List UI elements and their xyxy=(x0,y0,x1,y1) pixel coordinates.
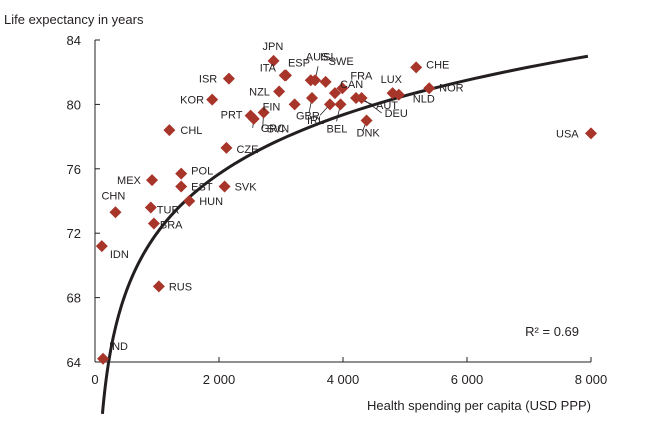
data-point-ind xyxy=(97,352,110,365)
point-label-gbr: GBR xyxy=(296,110,320,122)
y-tick-label: 64 xyxy=(67,355,81,370)
x-tick-label: 4 000 xyxy=(327,372,360,387)
point-label-idn: IDN xyxy=(110,249,129,261)
point-label-deu: DEU xyxy=(385,108,408,120)
y-tick-label: 84 xyxy=(67,33,81,48)
data-point-jpn xyxy=(267,54,280,67)
data-point-irl xyxy=(306,91,318,104)
data-point-svk xyxy=(218,180,231,193)
point-label-grc: GRC xyxy=(261,123,286,135)
data-point-isl xyxy=(309,74,322,87)
y-tick-label: 68 xyxy=(67,291,81,306)
point-label-hun: HUN xyxy=(199,196,223,208)
data-point-dnk xyxy=(360,114,373,127)
point-label-est: EST xyxy=(191,182,213,194)
point-label-esp: ESP xyxy=(288,57,310,69)
data-point-mex xyxy=(146,174,159,187)
data-point-grc xyxy=(247,112,260,125)
data-point-nor xyxy=(423,82,436,95)
point-label-ind: IND xyxy=(109,341,128,353)
data-point-can xyxy=(328,87,341,100)
y-tick-label: 76 xyxy=(67,162,81,177)
y-tick-label: 80 xyxy=(67,97,81,112)
data-point-tur xyxy=(144,201,157,214)
point-label-nor: NOR xyxy=(439,82,464,94)
data-point-isr xyxy=(222,72,235,85)
data-point-chn xyxy=(109,206,122,219)
point-label-bel: BEL xyxy=(327,123,348,135)
point-label-dnk: DNK xyxy=(357,128,381,140)
point-label-che: CHE xyxy=(426,59,449,71)
point-label-irl: IRL xyxy=(307,115,324,127)
data-point-fin xyxy=(288,98,301,111)
data-point-kor xyxy=(206,93,219,106)
point-label-chl: CHL xyxy=(180,125,202,137)
data-point-pol xyxy=(175,167,188,180)
data-point-hun xyxy=(183,195,196,207)
point-label-isr: ISR xyxy=(199,74,217,86)
data-point-svn xyxy=(257,106,270,119)
point-label-isl: ISL xyxy=(320,51,337,63)
point-label-usa: USA xyxy=(556,128,579,140)
point-label-svn: SVN xyxy=(267,123,290,135)
data-point-fra xyxy=(336,82,349,95)
axes: 64 68 72 76 80 84 0 2 000 4 000 6 000 8 000 xyxy=(67,33,608,387)
data-point-che xyxy=(410,61,423,74)
data-point-cze xyxy=(220,141,233,154)
point-label-nld: NLD xyxy=(413,94,435,106)
point-label-aus: AUS xyxy=(306,51,329,63)
trendline-group xyxy=(100,54,589,414)
data-point-bra xyxy=(147,217,160,230)
point-labels: IND IDN CHN MEX TUR BRA RUS CHL POL EST HUN SVK CZE K… xyxy=(101,41,579,353)
point-label-pol: POL xyxy=(191,166,213,178)
data-point-usa xyxy=(585,127,597,140)
x-tick-label: 6 000 xyxy=(451,372,484,387)
point-label-can: CAN xyxy=(340,79,363,91)
point-label-chn: CHN xyxy=(101,190,125,202)
data-points xyxy=(95,54,597,365)
point-label-fin: FIN xyxy=(263,101,281,113)
trendline xyxy=(100,54,589,414)
x-tick-label: 8 000 xyxy=(575,372,608,387)
point-label-lux: LUX xyxy=(381,74,403,86)
point-label-fra: FRA xyxy=(350,70,373,82)
point-label-prt: PRT xyxy=(221,110,243,122)
r-squared-annotation: R² = 0.69 xyxy=(525,324,579,339)
y-axis-title: Life expectancy in years xyxy=(4,12,144,27)
point-label-cze: CZE xyxy=(236,144,258,156)
y-tick-label: 72 xyxy=(67,226,81,241)
x-axis-title: Health spending per capita (USD PPP) xyxy=(367,398,591,413)
point-label-mex: MEX xyxy=(117,175,142,187)
data-point-est xyxy=(175,180,188,193)
x-tick-label: 2 000 xyxy=(203,372,236,387)
data-point-bel xyxy=(334,98,347,111)
data-point-esp xyxy=(279,69,292,82)
point-label-rus: RUS xyxy=(169,281,192,293)
data-point-rus xyxy=(152,280,165,293)
data-point-nld xyxy=(392,88,405,101)
point-label-nzl: NZL xyxy=(249,87,270,99)
point-label-swe: SWE xyxy=(329,56,354,68)
data-point-gbr xyxy=(323,98,336,111)
point-label-ita: ITA xyxy=(260,62,277,74)
x-tick-label: 0 xyxy=(91,372,98,387)
data-point-chl xyxy=(163,124,176,137)
point-label-kor: KOR xyxy=(180,95,204,107)
point-label-jpn: JPN xyxy=(263,41,284,53)
data-point-swe xyxy=(319,75,332,88)
point-label-aut: AUT xyxy=(376,100,398,112)
data-point-idn xyxy=(95,240,108,253)
data-point-nzl xyxy=(273,85,286,98)
point-label-svk: SVK xyxy=(235,182,258,194)
point-label-tur: TUR xyxy=(157,204,180,216)
point-label-bra: BRA xyxy=(160,220,183,232)
data-point-deu xyxy=(355,91,368,104)
